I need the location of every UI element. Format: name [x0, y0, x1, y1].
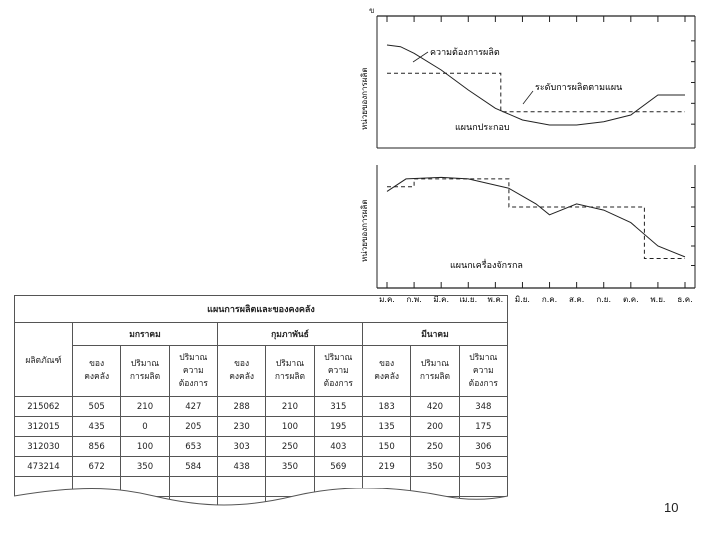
month-header-jan: มกราคม: [72, 322, 218, 346]
chart-1-demand-line: [386, 44, 685, 126]
table-cell: 175: [458, 416, 508, 437]
table-row: 473214 672 350 584 438 350 569 219 350 503: [14, 456, 508, 477]
chart-1-annotation-demand: ความต้องการผลิต: [430, 47, 500, 58]
table-cell: 306: [458, 436, 508, 457]
table-cell: 219: [361, 456, 412, 477]
sub-header: ของ คงคลัง: [361, 345, 412, 397]
table-cell: 195: [313, 416, 363, 437]
table-cell: 503: [458, 456, 508, 477]
table-cell: 100: [265, 416, 315, 437]
table-row: 312030 856 100 653 303 250 403 150 250 306: [14, 436, 508, 457]
sub-header: ปริมาณ ความ ต้องการ: [168, 345, 218, 397]
table-cell: 584: [168, 456, 218, 477]
product-code: 312030: [14, 436, 73, 457]
table-cell: 856: [71, 436, 122, 457]
sub-header: ปริมาณ ความ ต้องการ: [458, 345, 508, 397]
chart-1-plan-line: [387, 72, 685, 113]
x-tick-label: ก.ย.: [596, 295, 611, 304]
table-cell: 210: [120, 396, 170, 417]
x-tick-label: มิ.ย.: [515, 295, 530, 304]
table-row: 215062 505 210 427 288 210 315 183 420 348: [14, 396, 508, 417]
table-cell: 135: [361, 416, 412, 437]
x-tick-label: พ.ย.: [650, 295, 665, 304]
table-cell: 230: [216, 416, 267, 437]
sub-header: ปริมาณ การผลิต: [265, 345, 315, 397]
chart-1: หน่วยของการผลิต ความต้องการผลิต ระดับการ…: [360, 15, 696, 149]
product-code: 215062: [14, 396, 73, 417]
table-cell: 315: [313, 396, 363, 417]
table-cell: 303: [216, 436, 267, 457]
table-cell: 438: [216, 456, 267, 477]
x-tick-label: ต.ค.: [623, 295, 639, 304]
production-line-charts: ข หน่วยของการผลิต ความต้องการผลิต ระดับก…: [360, 6, 696, 304]
table-cell: 288: [216, 396, 267, 417]
torn-edge: [14, 488, 508, 524]
page-number: 10: [664, 500, 679, 515]
chart-2-demand-line: [386, 176, 686, 258]
sub-header: ปริมาณ การผลิต: [120, 345, 170, 397]
chart-2: หน่วยของการผลิต แผนกเครื่องจักรกล ม.ค. ก.…: [360, 165, 696, 304]
table-cell: 569: [313, 456, 363, 477]
table-cell: 435: [71, 416, 122, 437]
sub-header: ปริมาณ ความ ต้องการ: [313, 345, 363, 397]
table-cell: 427: [168, 396, 218, 417]
product-column-header: ผลิตภัณฑ์: [14, 322, 73, 397]
sub-header: ของ คงคลัง: [71, 345, 122, 397]
chart-2-ylabel: หน่วยของการผลิต: [360, 199, 369, 262]
sub-header: ของ คงคลัง: [216, 345, 267, 397]
table-row: 312015 435 0 205 230 100 195 135 200 175: [14, 416, 508, 437]
x-tick-label: ส.ค.: [569, 295, 584, 304]
chart-2-plan-line: [387, 178, 685, 259]
x-tick-label: ธ.ค.: [677, 295, 692, 304]
product-code: 473214: [14, 456, 73, 477]
production-charts: ข หน่วยของการผลิต ความต้องการผลิต ระดับก…: [355, 0, 720, 310]
table-cell: 210: [265, 396, 315, 417]
chart-1-label: แผนกประกอบ: [455, 123, 510, 133]
table-cell: 350: [410, 456, 460, 477]
table-cell: 150: [361, 436, 412, 457]
chart-2-label: แผนกเครื่องจักรกล: [450, 258, 523, 271]
table-cell: 403: [313, 436, 363, 457]
corner-mark: ข: [369, 6, 374, 15]
production-inventory-table: แผนการผลิตและของคงคลัง ผลิตภัณฑ์ มกราคม …: [14, 295, 508, 517]
chart-1-annotation-plan: ระดับการผลิตตามแผน: [535, 82, 622, 93]
table-cell: 350: [120, 456, 170, 477]
table-title: แผนการผลิตและของคงคลัง: [14, 295, 508, 323]
sub-header: ปริมาณ การผลิต: [410, 345, 460, 397]
table-cell: 672: [71, 456, 122, 477]
x-tick-label: ก.ค.: [542, 295, 557, 304]
table-cell: 100: [120, 436, 170, 457]
chart-1-ylabel: หน่วยของการผลิต: [360, 67, 369, 130]
table-cell: 205: [168, 416, 218, 437]
table-cell: 0: [120, 416, 170, 437]
table-cell: 200: [410, 416, 460, 437]
table-cell: 420: [410, 396, 460, 417]
table-cell: 653: [168, 436, 218, 457]
product-code: 312015: [14, 416, 73, 437]
month-header-mar: มีนาคม: [361, 322, 508, 346]
table-cell: 250: [265, 436, 315, 457]
table-cell: 183: [361, 396, 412, 417]
table-cell: 505: [71, 396, 122, 417]
production-table: แผนการผลิตและของคงคลัง ผลิตภัณฑ์ มกราคม …: [14, 295, 508, 520]
month-header-feb: กุมภาพันธ์: [216, 322, 363, 346]
table-cell: 350: [265, 456, 315, 477]
table-cell: 250: [410, 436, 460, 457]
table-cell: 348: [458, 396, 508, 417]
